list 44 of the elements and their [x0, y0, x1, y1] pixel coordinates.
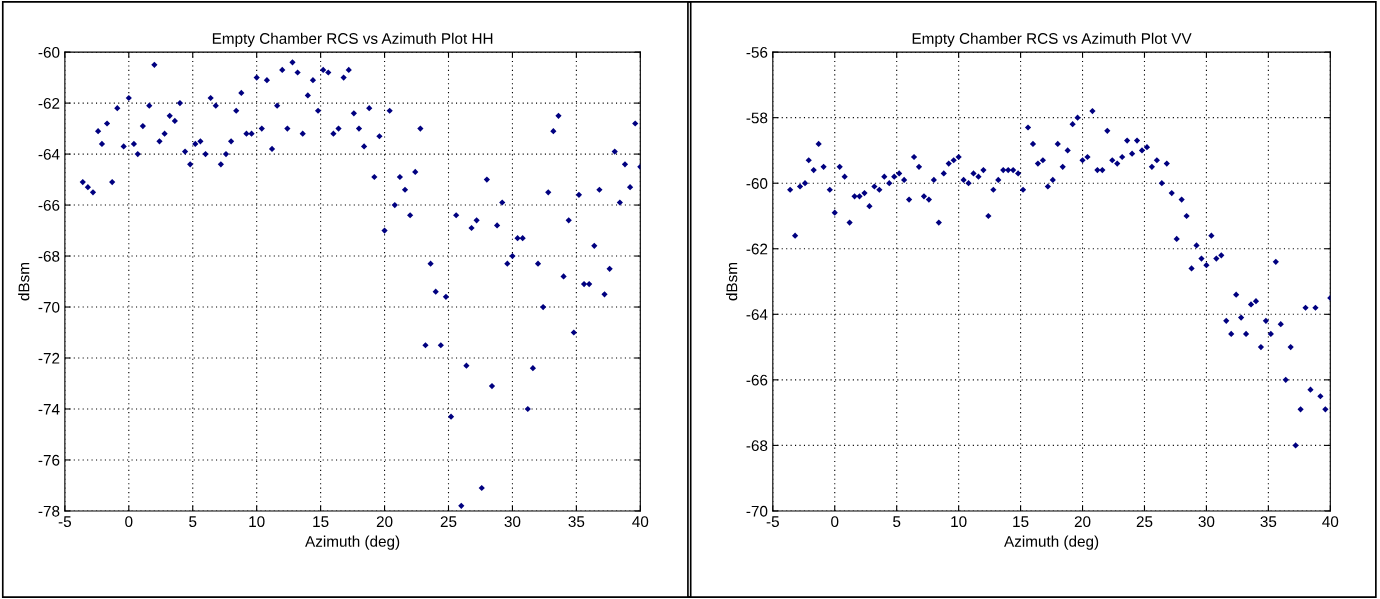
x-axis-title: Azimuth (deg) [1004, 535, 1099, 550]
x-tick-label: 20 [376, 516, 393, 528]
x-tick-label: 10 [249, 516, 265, 528]
x-tick-label: 5 [893, 516, 901, 528]
y-tick-label: -64 [38, 148, 60, 160]
y-tick-label: -76 [38, 454, 60, 466]
y-tick-label: -74 [38, 404, 60, 415]
x-tick-label: 0 [831, 516, 839, 528]
x-tick-label: 35 [568, 516, 585, 528]
y-tick-label: -60 [38, 46, 60, 58]
x-tick-label: 35 [1260, 516, 1277, 528]
x-tick-label: 40 [632, 516, 649, 528]
x-axis-title: Azimuth (deg) [305, 535, 400, 550]
y-axis-title: dBsm [18, 263, 30, 301]
y-tick-label: -62 [746, 243, 768, 255]
x-tick-label: 0 [125, 516, 133, 528]
y-tick-label: -58 [746, 112, 768, 124]
chart-title: Empty Chamber RCS vs Azimuth Plot VV [912, 32, 1192, 47]
y-tick-label: -68 [38, 250, 60, 262]
x-tick-label: 15 [313, 516, 329, 528]
x-tick-label: 15 [1013, 516, 1029, 528]
y-tick-label: -78 [38, 505, 60, 517]
y-tick-label: -56 [746, 46, 768, 58]
x-tick-label: -5 [766, 516, 779, 528]
y-tick-label: -70 [746, 505, 768, 517]
x-tick-label: 25 [440, 516, 457, 528]
y-tick-label: -60 [746, 178, 768, 189]
y-tick-label: -70 [38, 301, 60, 313]
x-tick-label: 25 [1136, 516, 1153, 528]
y-tick-label: -66 [746, 374, 768, 386]
y-tick-label: -62 [38, 97, 60, 109]
x-tick-label: 10 [951, 516, 967, 528]
x-tick-label: 30 [504, 516, 521, 528]
y-tick-label: -68 [746, 440, 768, 452]
y-tick-label: -72 [38, 352, 60, 364]
x-tick-label: 30 [1198, 516, 1215, 528]
y-tick-label: -66 [38, 199, 60, 211]
x-tick-label: 40 [1322, 516, 1339, 528]
chart-title: Empty Chamber RCS vs Azimuth Plot HH [212, 32, 493, 47]
y-tick-label: -64 [746, 309, 768, 320]
x-tick-label: -5 [58, 516, 72, 528]
x-tick-label: 5 [189, 516, 197, 528]
y-axis-title: dBsm [726, 263, 738, 301]
x-tick-label: 20 [1074, 516, 1091, 528]
